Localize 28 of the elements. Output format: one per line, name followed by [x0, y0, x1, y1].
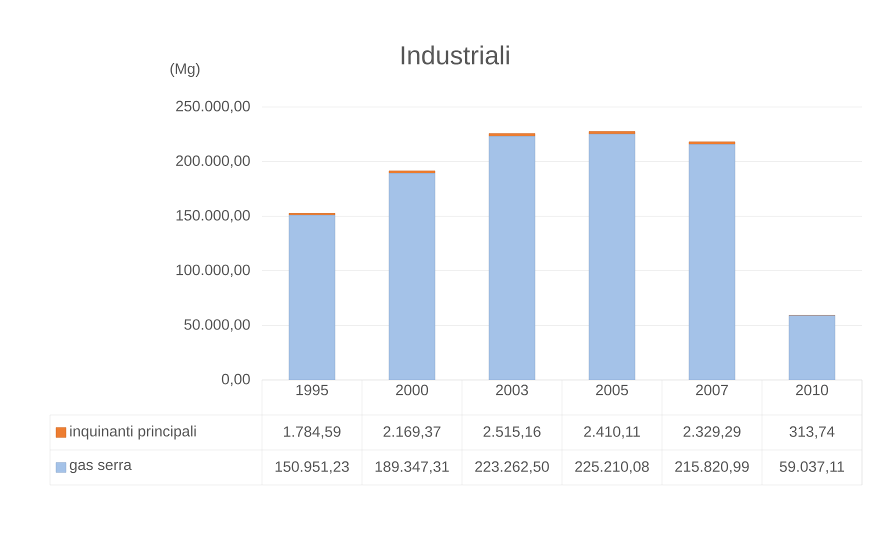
data-label: 223.262,50: [475, 461, 549, 474]
x-tick-label: 2003: [496, 384, 528, 396]
chart-title: Industriali: [402, 45, 509, 65]
data-label: 225.210,08: [575, 461, 649, 474]
y-tick-label: 250.000,00: [176, 100, 250, 114]
data-label: 313,74: [790, 426, 834, 439]
legend-label: inquinanti principali: [70, 425, 196, 440]
x-tick-label: 2005: [596, 384, 628, 396]
y-tick-label: 150.000,00: [176, 210, 250, 222]
data-label: 215.820,99: [675, 461, 749, 474]
data-label: 1.784,59: [284, 426, 340, 439]
x-tick-label: 1995: [296, 384, 328, 396]
y-tick-label: 50.000,00: [184, 319, 250, 332]
data-label: 189.347,31: [376, 461, 449, 474]
y-tick-label: 0,00: [222, 374, 250, 386]
data-label: 2.169,37: [384, 426, 440, 439]
data-label: 59.037,11: [780, 461, 844, 474]
legend-label: gas serra: [70, 462, 132, 474]
data-label: 2.329,29: [684, 426, 740, 439]
y-axis-title: (Mg): [170, 63, 200, 77]
data-label: 150.951,23: [276, 461, 349, 474]
x-tick-label: 2000: [396, 384, 428, 396]
x-tick-label: 2010: [796, 384, 828, 396]
y-tick-label: 200.000,00: [176, 155, 250, 168]
data-label: 2.515,16: [484, 426, 541, 439]
x-tick-label: 2007: [696, 384, 728, 396]
data-label: 2.410,11: [584, 426, 640, 439]
y-tick-label: 100.000,00: [176, 264, 250, 277]
